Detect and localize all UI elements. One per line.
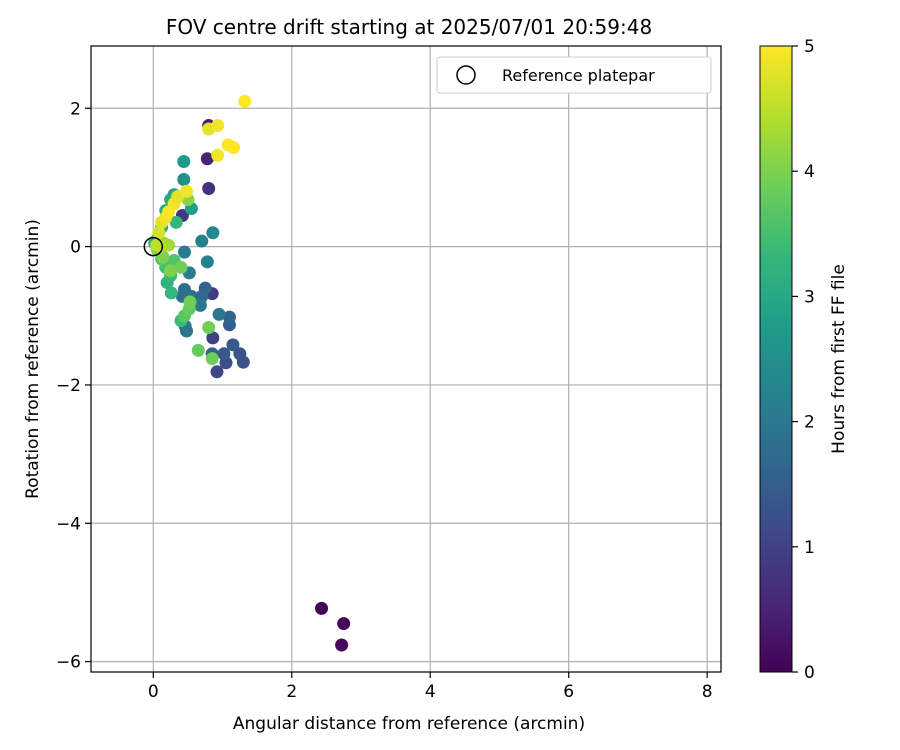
data-point [191,343,205,357]
data-point [210,365,224,379]
colorbar-tick-label: 0 [804,663,815,683]
x-tick-label: 0 [148,682,159,702]
legend-box [436,56,712,94]
data-point [169,215,183,229]
legend-marker [456,65,476,85]
data-point [183,295,197,309]
colorbar-ticks: 0 1 2 3 4 5 [792,37,815,683]
data-point [177,173,191,187]
data-point [174,260,188,274]
y-axis-ticks: 2 0 −2 −4 −6 [56,99,91,673]
grid-lines [91,46,721,672]
x-axis-label: Angular distance from reference (arcmin) [233,714,585,734]
data-point [211,148,225,162]
data-point [211,119,225,133]
data-point [335,638,349,652]
data-point [233,347,247,361]
data-point [222,310,236,324]
data-point [202,321,216,335]
data-point [200,255,214,269]
data-point [217,347,231,361]
data-point [206,226,220,240]
data-point [164,264,178,278]
data-point [337,617,351,631]
data-point [226,338,240,352]
y-tick-label: −6 [56,653,81,673]
colorbar-tick-label: 4 [804,162,815,182]
colorbar-tick-label: 5 [804,37,815,57]
data-point [150,238,164,252]
colorbar-label: Hours from first FF file [829,264,849,454]
y-tick-label: 0 [70,238,81,258]
data-point [164,286,178,300]
data-point [212,307,226,321]
colorbar: 0 1 2 3 4 5 Hours from first FF file [759,37,849,683]
x-tick-label: 8 [702,682,713,702]
colorbar-tick-label: 2 [804,413,815,433]
plot-frame [90,45,722,673]
data-point [205,352,219,366]
data-points [148,94,351,652]
data-point [206,331,220,345]
data-point [177,245,191,259]
data-point [195,234,209,248]
chart-title: FOV centre drift starting at 2025/07/01 … [166,15,652,39]
data-point [200,152,214,166]
colorbar-gradient [759,45,793,673]
legend: Reference platepar [436,56,712,94]
reference-platepar-marker [143,236,164,257]
data-point [180,184,194,198]
y-tick-label: 2 [70,99,81,119]
y-tick-label: −2 [56,376,81,396]
data-point [152,226,166,240]
data-point [227,141,241,155]
x-tick-label: 2 [286,682,297,702]
x-tick-label: 6 [563,682,574,702]
legend-label: Reference platepar [502,66,655,85]
data-point [177,155,191,169]
data-point [193,298,207,312]
x-tick-label: 4 [425,682,436,702]
y-axis-label: Rotation from reference (arcmin) [23,219,43,499]
colorbar-tick-label: 3 [804,287,815,307]
x-axis-ticks: 0 2 4 6 8 [148,672,713,702]
data-point [202,181,216,195]
data-point [315,601,329,615]
colorbar-tick-label: 1 [804,538,815,558]
y-tick-label: −4 [56,514,81,534]
data-point [238,94,252,108]
